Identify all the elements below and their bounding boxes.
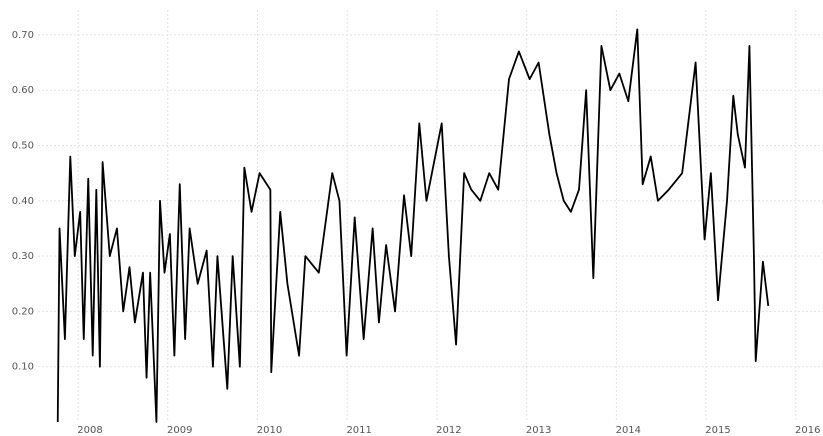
x-tick-label: 2008	[77, 425, 102, 436]
x-tick-label: 2011	[346, 425, 371, 436]
x-tick-label: 2015	[705, 425, 730, 436]
x-tick-label: 2016	[795, 425, 820, 436]
x-tick-label: 2009	[167, 425, 192, 436]
y-tick-label: 0.70	[12, 30, 34, 41]
x-tick-label: 2012	[436, 425, 461, 436]
y-tick-label: 0.20	[12, 306, 34, 317]
x-tick-label: 2013	[526, 425, 551, 436]
y-tick-label: 0.60	[12, 85, 34, 96]
x-tick-label: 2010	[257, 425, 282, 436]
y-tick-label: 0.30	[12, 251, 34, 262]
y-tick-label: 0.10	[12, 362, 34, 373]
x-tick-label: 2014	[616, 425, 641, 436]
y-tick-label: 0.50	[12, 140, 34, 151]
y-tick-label: 0.40	[12, 196, 34, 207]
data-line	[56, 28, 770, 423]
